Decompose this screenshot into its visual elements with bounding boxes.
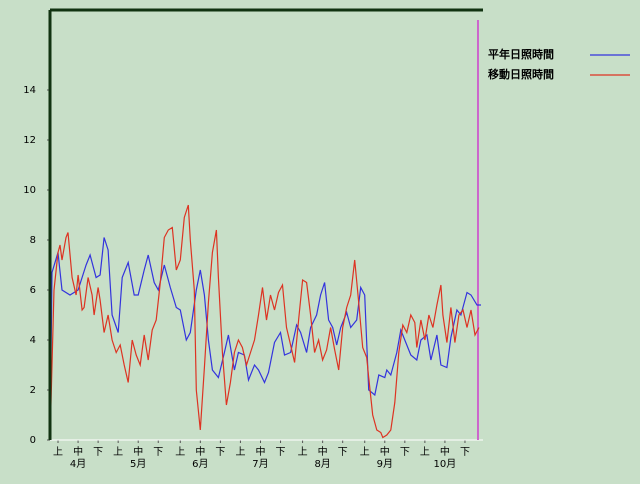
x-tick-label: 下	[153, 447, 163, 458]
x-tick-label: 上	[175, 446, 185, 458]
series-line	[49, 237, 481, 441]
month-label: 8月	[314, 458, 330, 470]
x-tick-label: 上	[235, 446, 245, 458]
x-tick-label: 上	[53, 446, 63, 458]
y-tick-label: 14	[23, 85, 36, 96]
x-tick-label: 中	[440, 445, 450, 458]
x-tick-label: 上	[360, 446, 370, 458]
month-label: 10月	[434, 458, 457, 470]
x-tick-label: 下	[338, 447, 348, 458]
y-tick-label: 12	[23, 135, 36, 146]
x-tick-label: 上	[113, 446, 123, 458]
y-tick-label: 10	[23, 185, 36, 196]
month-label: 6月	[192, 458, 208, 470]
month-label: 7月	[252, 458, 268, 470]
x-tick-label: 下	[400, 447, 410, 458]
x-tick-label: 中	[380, 445, 390, 458]
y-tick-label: 6	[30, 285, 36, 296]
y-tick-label: 4	[30, 335, 36, 346]
y-tick-label: 0	[30, 435, 36, 446]
x-tick-label: 中	[318, 445, 328, 458]
y-tick-label: 2	[30, 385, 36, 396]
x-tick-label: 下	[215, 447, 225, 458]
series-line	[49, 204, 480, 441]
x-tick-label: 上	[298, 446, 308, 458]
x-tick-label: 中	[133, 445, 143, 458]
x-tick-label: 下	[276, 447, 286, 458]
month-label: 9月	[377, 458, 393, 470]
x-tick-label: 中	[255, 445, 265, 458]
x-tick-label: 下	[460, 447, 470, 458]
y-tick-label: 8	[30, 235, 36, 246]
x-tick-label: 中	[195, 445, 205, 458]
x-tick-label: 中	[73, 445, 83, 458]
legend-label: 移動日照時間	[488, 67, 554, 81]
month-label: 4月	[70, 458, 86, 470]
month-label: 5月	[130, 458, 146, 470]
legend-label: 平年日照時間	[488, 47, 554, 61]
x-tick-label: 下	[93, 447, 103, 458]
x-tick-label: 上	[420, 446, 430, 458]
